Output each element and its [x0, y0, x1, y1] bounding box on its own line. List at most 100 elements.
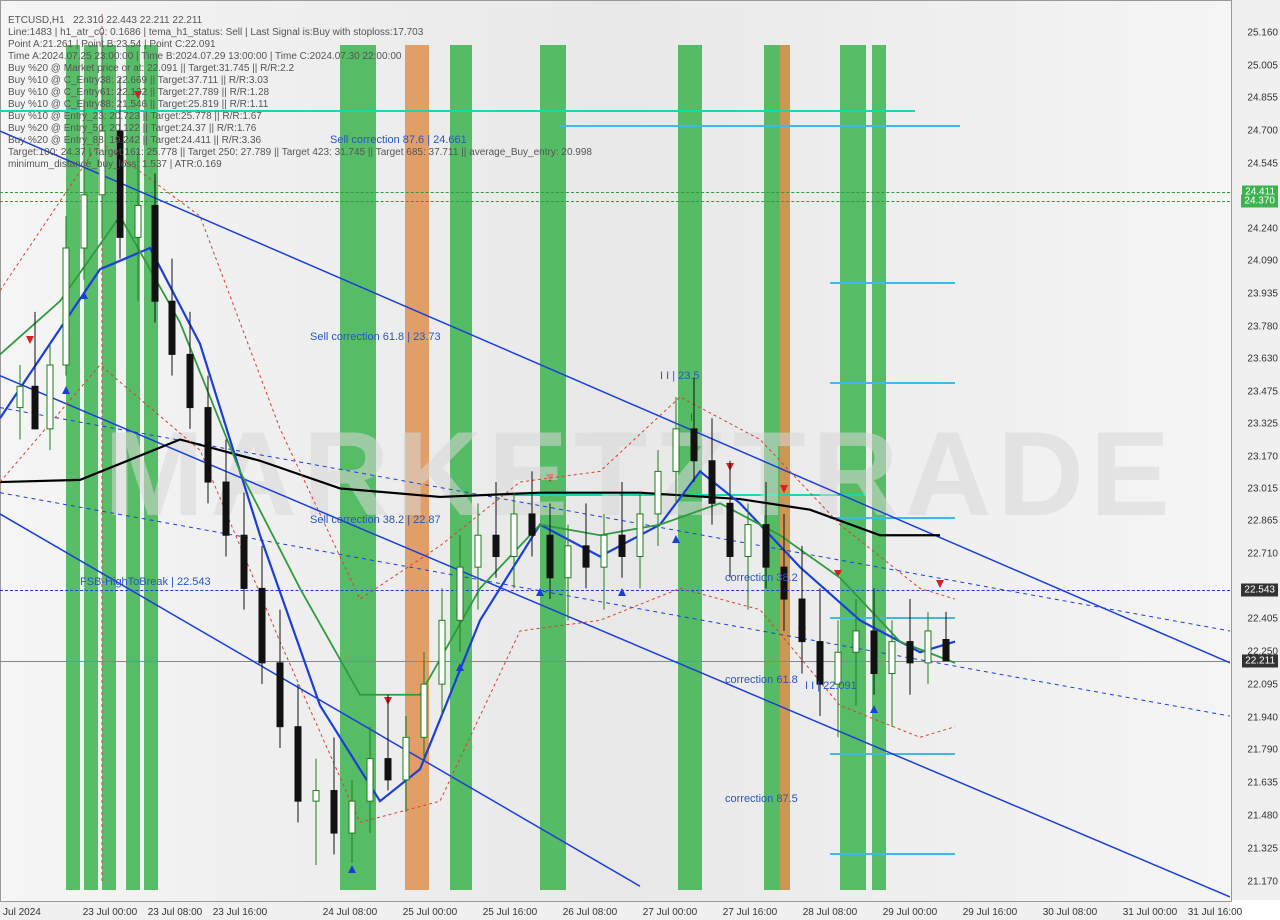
- session-bar-green: [340, 45, 362, 890]
- session-bar-green: [678, 45, 702, 890]
- y-tick-label: 23.015: [1234, 484, 1278, 495]
- sell-arrow-icon: [26, 336, 34, 344]
- y-tick-label: 21.940: [1234, 713, 1278, 724]
- chart-annotation-label: I I | 22.091: [805, 680, 857, 692]
- x-tick-label: 28 Jul 08:00: [803, 907, 858, 918]
- symbol-header: ETCUSD,H1 22.310 22.443 22.211 22.211: [8, 15, 592, 27]
- session-bar-orange: [405, 45, 429, 890]
- session-bar-green: [126, 45, 140, 890]
- x-tick-label: 30 Jul 08:00: [1043, 907, 1098, 918]
- horizontal-level-line: [830, 753, 955, 755]
- horizontal-level-line: [830, 517, 955, 519]
- y-tick-label: 24.370: [1234, 196, 1278, 207]
- chart-annotation-label: Sell correction 61.8 | 23.73: [310, 331, 441, 343]
- x-tick-label: 26 Jul 08:00: [563, 907, 618, 918]
- sell-arrow-icon: [936, 580, 944, 588]
- session-bar-green: [540, 45, 566, 890]
- horizontal-level-line: [500, 494, 865, 496]
- y-tick-label: 24.700: [1234, 126, 1278, 137]
- info-line: Buy %20 @ Entry_88: 19.242 || Target:24.…: [8, 135, 592, 147]
- info-line: Target:100: 24.37 | Target:161: 25.778 |…: [8, 147, 592, 159]
- session-bar-green: [84, 45, 98, 890]
- session-bar-green: [144, 45, 158, 890]
- y-tick-label: 21.790: [1234, 745, 1278, 756]
- x-tick-label: 22 Jul 2024: [0, 907, 41, 918]
- y-tick-label: 23.325: [1234, 418, 1278, 429]
- info-line: Buy %20 @ Entry_50: 20.122 || Target:24.…: [8, 123, 592, 135]
- horizontal-level-line: [560, 125, 960, 127]
- y-tick-label: 23.475: [1234, 386, 1278, 397]
- x-tick-label: 31 Jul 16:00: [1188, 907, 1243, 918]
- x-axis: 22 Jul 2024 23 Jul 00:00 23 Jul 08:00 23 Ju…: [0, 901, 1230, 920]
- sell-arrow-icon: [546, 474, 554, 482]
- y-tick-label: 23.780: [1234, 321, 1278, 332]
- horizontal-level-line: [0, 192, 1230, 193]
- buy-arrow-icon: [798, 620, 806, 628]
- x-tick-label: 29 Jul 00:00: [883, 907, 938, 918]
- x-tick-label: 23 Jul 00:00: [83, 907, 138, 918]
- x-tick-label: 27 Jul 16:00: [723, 907, 778, 918]
- chart-annotation-label: I: [690, 412, 693, 424]
- buy-arrow-icon: [456, 663, 464, 671]
- chart-container: MARKETZTRADE R1 (w) | 24.728PP (w) | 22.…: [0, 0, 1280, 920]
- sell-arrow-icon: [726, 463, 734, 471]
- y-tick-label: 25.160: [1234, 28, 1278, 39]
- y-tick-label: 21.325: [1234, 844, 1278, 855]
- info-line: Buy %10 @ C_Entry88: 21.546 || Target:25…: [8, 99, 592, 111]
- horizontal-level-line: [0, 201, 1230, 202]
- chart-annotation-label: correction 38.2: [725, 572, 798, 584]
- y-tick-label: 24.240: [1234, 223, 1278, 234]
- session-bar-green: [362, 45, 376, 890]
- x-tick-label: 23 Jul 16:00: [213, 907, 268, 918]
- y-tick-label: 21.480: [1234, 811, 1278, 822]
- session-bar-green: [66, 45, 80, 890]
- sell-arrow-icon: [384, 697, 392, 705]
- y-axis: 25.16025.00524.85524.70024.54524.41124.3…: [1231, 0, 1280, 900]
- y-tick-label: 21.635: [1234, 778, 1278, 789]
- info-lines: Line:1483 | h1_atr_c0: 0.1686 | tema_h1_…: [8, 27, 592, 171]
- buy-arrow-icon: [618, 588, 626, 596]
- y-tick-label: 24.545: [1234, 158, 1278, 169]
- sell-arrow-icon: [834, 570, 842, 578]
- level-label: FSB-HighToBreak | 22.543: [80, 576, 211, 588]
- y-tick-label: 23.630: [1234, 353, 1278, 364]
- x-tick-label: 24 Jul 08:00: [323, 907, 378, 918]
- y-tick-label: 22.405: [1234, 614, 1278, 625]
- y-tick-label: 21.170: [1234, 877, 1278, 888]
- session-bar-orange: [780, 45, 790, 890]
- session-bar-green: [872, 45, 886, 890]
- chart-annotation-label: correction 61.8: [725, 674, 798, 686]
- session-bar-green: [102, 45, 116, 890]
- info-line: Buy %10 @ C_Entry38: 22.669 || Target:37…: [8, 75, 592, 87]
- info-line: Line:1483 | h1_atr_c0: 0.1686 | tema_h1_…: [8, 27, 592, 39]
- y-tick-label: 22.865: [1234, 516, 1278, 527]
- info-line: Buy %10 @ Entry_23: 20.723 || Target:25.…: [8, 111, 592, 123]
- info-line: minimum_distance_buy_loss: 1.537 | ATR:0…: [8, 159, 592, 171]
- x-tick-label: 25 Jul 16:00: [483, 907, 538, 918]
- y-tick-label: 24.855: [1234, 93, 1278, 104]
- horizontal-level-line: [830, 282, 955, 284]
- y-tick-label: 23.935: [1234, 288, 1278, 299]
- x-tick-label: 25 Jul 00:00: [403, 907, 458, 918]
- y-tick-label: 22.710: [1234, 549, 1278, 560]
- info-line: Point A:21.261 | Point B:23.54 | Point C…: [8, 39, 592, 51]
- x-tick-label: 29 Jul 16:00: [963, 907, 1018, 918]
- info-line: Buy %20 @ Market price or at: 22.091 || …: [8, 63, 592, 75]
- y-tick-label: 22.211: [1234, 655, 1278, 666]
- info-line: Time A:2024.07.25 23:00:00 | Time B:2024…: [8, 51, 592, 63]
- symbol-name: ETCUSD,H1: [8, 15, 65, 26]
- y-tick-label: 22.095: [1234, 680, 1278, 691]
- buy-arrow-icon: [536, 588, 544, 596]
- buy-arrow-icon: [80, 291, 88, 299]
- session-bar-green: [450, 45, 472, 890]
- chart-annotation-label: Sell correction 38.2 | 22.87: [310, 514, 441, 526]
- y-tick-label: 22.543: [1234, 584, 1278, 595]
- chart-annotation-label: correction 87.5: [725, 793, 798, 805]
- horizontal-level-line: [0, 590, 1230, 591]
- x-tick-label: 23 Jul 08:00: [148, 907, 203, 918]
- buy-arrow-icon: [62, 386, 70, 394]
- horizontal-level-line: [0, 661, 1230, 662]
- info-text-block: ETCUSD,H1 22.310 22.443 22.211 22.211 Li…: [8, 15, 592, 171]
- y-tick-label: 25.005: [1234, 61, 1278, 72]
- info-line: Buy %10 @ C_Entry61: 22.132 || Target:27…: [8, 87, 592, 99]
